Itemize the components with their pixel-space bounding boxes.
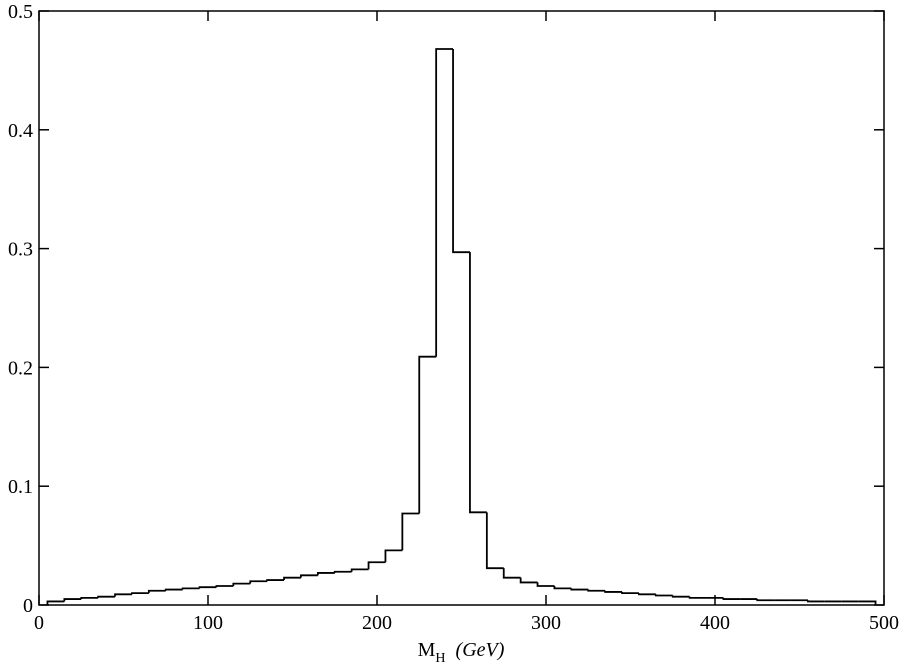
histogram-step xyxy=(536,582,555,587)
histogram-step xyxy=(688,596,707,599)
x-label-sub: H xyxy=(435,651,445,666)
histogram-step xyxy=(181,587,200,590)
histogram-step xyxy=(807,600,825,603)
x-tick-label: 100 xyxy=(193,612,223,634)
x-tick-label: 200 xyxy=(362,612,392,634)
histogram-step xyxy=(502,568,521,579)
histogram-step xyxy=(519,577,538,584)
y-tick-label: 0.5 xyxy=(8,1,33,23)
histogram-step xyxy=(604,590,623,593)
histogram-step xyxy=(97,595,116,598)
x-label-main: M xyxy=(418,639,436,661)
y-tick-label: 0.3 xyxy=(8,239,33,261)
histogram-step xyxy=(80,596,99,600)
histogram-step xyxy=(350,568,369,572)
histogram-step xyxy=(587,589,606,592)
y-tick-label: 0.4 xyxy=(8,120,33,142)
histogram-step xyxy=(722,597,741,600)
histogram-step xyxy=(384,549,403,563)
histogram-step xyxy=(300,574,318,578)
histogram-step xyxy=(418,355,437,514)
histogram-step xyxy=(485,512,504,570)
x-label-unit: (GeV) xyxy=(456,639,505,661)
histogram-step xyxy=(249,580,268,584)
histogram-step xyxy=(283,576,301,581)
histogram-step xyxy=(114,593,132,597)
histogram-step xyxy=(147,589,166,594)
y-tick-label: 0 xyxy=(23,595,33,617)
histogram-step xyxy=(858,600,877,605)
histogram-step xyxy=(215,585,234,588)
histogram-step xyxy=(654,594,673,597)
histogram-step xyxy=(333,570,352,573)
histogram-step xyxy=(401,512,420,551)
histogram-step xyxy=(198,586,217,589)
histogram-step xyxy=(570,588,589,591)
x-axis-label: MH (GeV) xyxy=(418,639,505,666)
y-tick-label: 0.2 xyxy=(8,357,33,379)
histogram-step xyxy=(367,561,386,570)
histogram-step xyxy=(232,582,251,586)
histogram-step xyxy=(638,593,656,596)
histogram-step xyxy=(131,592,149,595)
histogram-step xyxy=(164,588,183,591)
x-tick-label: 400 xyxy=(700,612,730,634)
histogram-step xyxy=(756,599,775,602)
histogram-step xyxy=(46,600,65,605)
histogram-step xyxy=(452,49,470,254)
histogram-step xyxy=(621,591,639,595)
x-tick-label: 500 xyxy=(869,612,899,634)
histogram-step xyxy=(671,595,690,598)
histogram-step xyxy=(469,252,487,514)
plot-frame xyxy=(38,10,885,606)
histogram-step xyxy=(316,572,335,576)
histogram-step xyxy=(63,598,82,602)
x-tick-label: 0 xyxy=(34,612,44,634)
histogram-step xyxy=(553,585,572,590)
histogram-step xyxy=(435,48,454,357)
histogram-step xyxy=(266,579,285,582)
y-tick-label: 0.1 xyxy=(8,476,33,498)
x-tick-label: 300 xyxy=(531,612,561,634)
